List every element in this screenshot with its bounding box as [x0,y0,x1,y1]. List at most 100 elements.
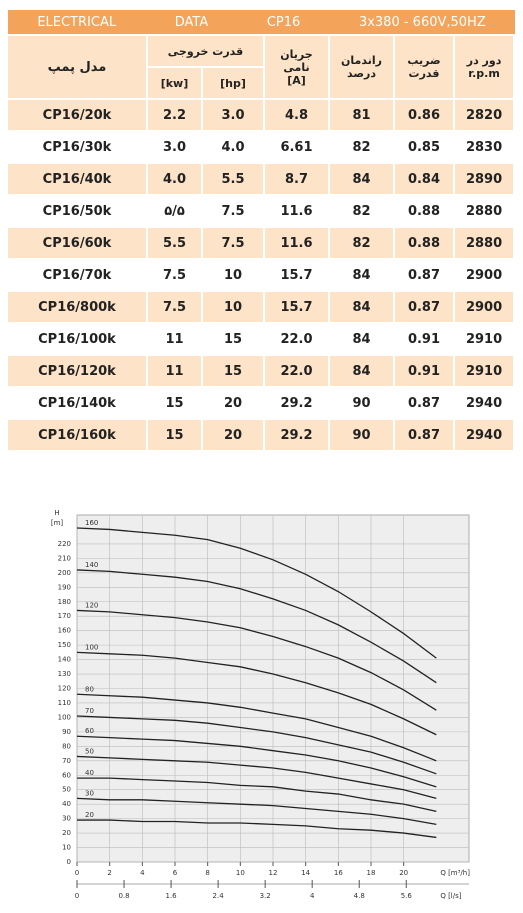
table-cell: CP16/100k [8,324,148,354]
y-tick-label: 60 [62,771,71,779]
pump-curve [76,797,437,826]
table-cell: 2880 [455,196,516,226]
table-cell: 2900 [455,292,516,322]
header-cell: جریان نامی [A] [265,36,330,98]
y-tick-label: 200 [58,569,71,577]
table-cell: 0.91 [395,324,455,354]
table-cell: CP16/160k [8,420,148,450]
header-cell: قدرت خروجی [148,36,265,66]
table-cell: 0.91 [395,356,455,386]
table-cell: 2890 [455,164,516,194]
table-cell: 2910 [455,324,516,354]
table-row: CP16/120k 11 15 22.0 84 0.91 2910 [8,356,516,386]
table-row: CP16/140k 15 20 29.2 90 0.87 2940 [8,388,516,418]
y-tick-label: 140 [58,656,71,664]
y-tick-label: 100 [58,713,71,721]
table-cell: 82 [330,196,395,226]
table-cell: 11.6 [265,196,330,226]
y-tick-label: 40 [62,800,71,808]
table-cell: 2820 [455,100,516,130]
y-axis-label: [m] [51,519,64,527]
table-cell: 81 [330,100,395,130]
curve-label: 160 [85,519,98,527]
x-tick-label: 0 [75,869,79,877]
x2-tick-label: 0 [75,892,79,900]
pump-curve [76,527,437,659]
curve-label: 140 [85,561,98,569]
table-cell: 2940 [455,388,516,418]
y-axis-label: H [54,509,59,517]
band-text: CP16 [266,14,301,30]
table-cell: 7.5 [148,292,203,322]
pump-curve [76,693,437,762]
curve-label: 100 [85,643,98,651]
y-tick-label: 0 [67,858,71,866]
y-tick-label: 210 [58,554,71,562]
pump-curve [76,609,437,711]
table-cell: 84 [330,164,395,194]
x2-tick-label: 2.4 [213,892,225,900]
header-cell: دور در r.p.m [455,36,516,98]
y-tick-label: 110 [58,699,71,707]
pump-curve-chart: 0102030405060708090100110120130140150160… [51,509,470,900]
table-cell: 6.61 [265,132,330,162]
pump-curve [77,819,437,839]
header-line: قدرت [408,67,440,80]
table-cell: CP16/60k [8,228,148,258]
y-tick-label: 80 [62,742,71,750]
x2-axis-label: Q [l/s] [440,892,461,900]
pump-curve [76,651,437,736]
x2-tick-label: 3.2 [260,892,271,900]
table-cell: 84 [330,324,395,354]
y-tick-label: 50 [62,786,71,794]
table-row: CP16/160k 15 20 29.2 90 0.87 2940 [8,420,516,450]
x-tick-label: 6 [173,869,178,877]
table-cell: 0.87 [395,420,455,450]
table-cell: CP16/50k [8,196,148,226]
pump-curve [77,777,437,813]
table-cell: 2830 [455,132,516,162]
table-cell: 3.0 [203,100,265,130]
header-line: نامی [283,60,310,74]
y-tick-label: 90 [62,728,71,736]
table-cell: 2900 [455,260,516,290]
table-cell: CP16/70k [8,260,148,290]
table-cell: 82 [330,228,395,258]
table-cell: 11 [148,356,203,386]
table-cell: 2.2 [148,100,203,130]
x2-tick-label: 5.6 [401,892,413,900]
pump-curve [76,569,437,684]
pump-curve [76,715,437,775]
table-cell: 29.2 [265,388,330,418]
x2-tick-label: 4.8 [354,892,365,900]
x2-tick-label: 0.8 [118,892,129,900]
header-line: دور در [466,54,502,67]
table-cell: CP16/140k [8,388,148,418]
table-cell: 7.5 [203,196,265,226]
y-tick-label: 170 [58,612,71,620]
table-cell: 4.0 [148,164,203,194]
pump-curve [76,735,437,788]
x-tick-label: 18 [367,869,376,877]
table-cell: 4.8 [265,100,330,130]
curve-label: 120 [85,601,98,609]
y-tick-label: 150 [58,641,71,649]
table-cell: 7.5 [203,228,265,258]
table-cell: 8.7 [265,164,330,194]
table-cell: CP16/20k [8,100,148,130]
x-tick-label: 10 [236,869,245,877]
y-tick-label: 120 [58,685,71,693]
y-tick-label: 10 [62,844,71,852]
table-cell: 15 [203,324,265,354]
header-row: [kw] [hp] [8,68,515,98]
table-row: CP16/50k ۵/۵ 7.5 11.6 82 0.88 2880 [8,196,516,226]
table-cell: 0.85 [395,132,455,162]
table-cell: 20 [203,388,265,418]
table-cell: 82 [330,132,395,162]
header-line: [A] [287,73,306,87]
table-cell: 2940 [455,420,516,450]
curve-label: 70 [85,707,94,715]
band-text: DATA [174,14,209,30]
table-cell: CP16/800k [8,292,148,322]
x-tick-label: 12 [269,869,278,877]
